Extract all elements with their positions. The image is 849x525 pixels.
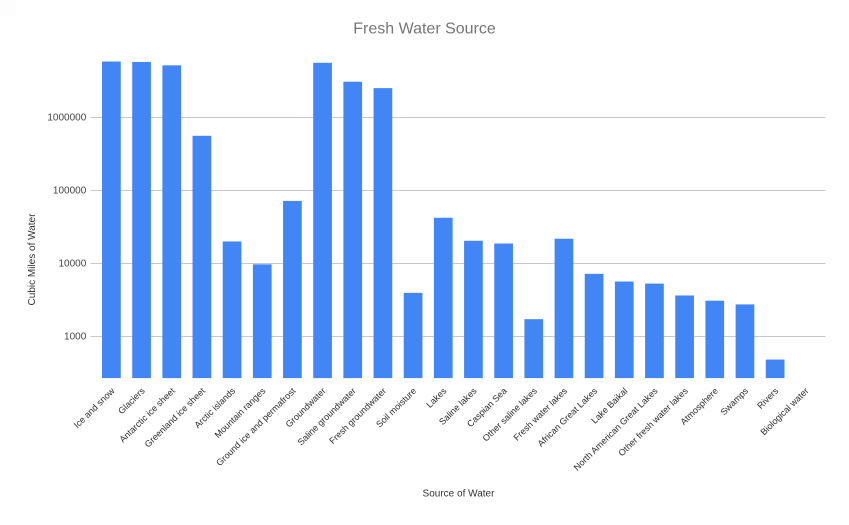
svg-text:Source of Water: Source of Water [423,488,496,499]
svg-text:Cubic Miles of Water: Cubic Miles of Water [27,213,38,306]
svg-text:1000000: 1000000 [47,113,86,124]
svg-text:Fresh Water Source: Fresh Water Source [353,21,496,38]
svg-text:10000: 10000 [58,259,86,270]
svg-text:100000: 100000 [53,186,87,197]
svg-text:1000: 1000 [64,332,87,343]
